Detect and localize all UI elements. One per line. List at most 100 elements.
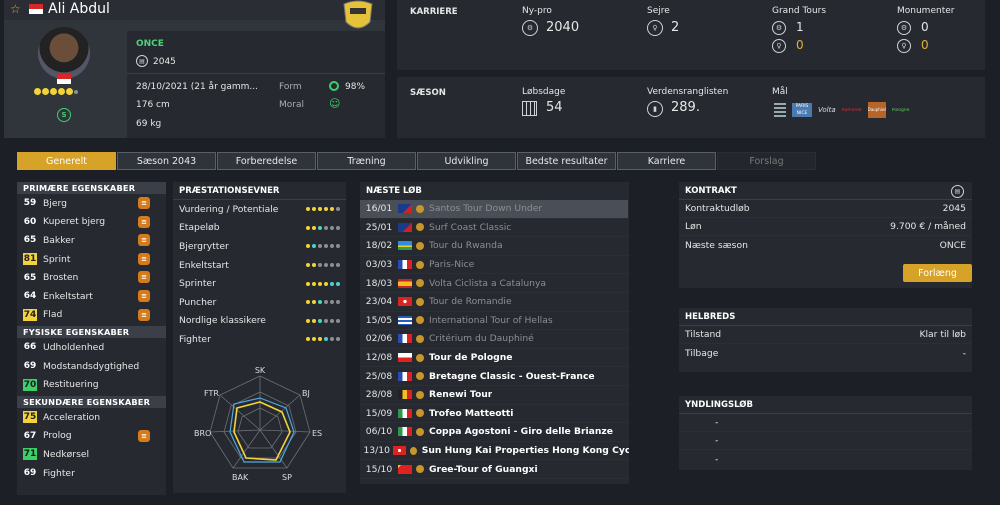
contract-icon: ▤ bbox=[136, 55, 148, 67]
race-name[interactable]: Paris-Nice bbox=[429, 259, 475, 271]
race-name[interactable]: Sun Hung Kai Properties Hong Kong Cyclot… bbox=[421, 445, 629, 457]
attr-row: 67 Prolog ≡ bbox=[17, 427, 166, 446]
primary-attributes-header: PRIMÆRE EGENSKABER bbox=[17, 182, 166, 194]
race-row[interactable]: 23/04 Tour de Romandie bbox=[360, 293, 629, 312]
goal-logo-romandie[interactable]: Romandie bbox=[841, 107, 862, 113]
race-category-icon bbox=[416, 204, 424, 213]
race-row[interactable]: 15/10 Gree-Tour of Guangxi bbox=[360, 460, 629, 479]
race-name[interactable]: Tour de Romandie bbox=[429, 296, 512, 308]
contract-header: KONTRAKT bbox=[679, 182, 972, 200]
calendar-icon bbox=[522, 101, 537, 116]
race-date: 12/08 bbox=[365, 352, 393, 364]
goal-logo-dauphine[interactable]: Dauphiné bbox=[867, 102, 886, 118]
race-row[interactable]: 12/08 Tour de Pologne bbox=[360, 349, 629, 368]
tab-bedste-resultater[interactable]: Bedste resultater bbox=[517, 152, 616, 170]
race-category-icon bbox=[416, 372, 424, 381]
race-row[interactable]: 18/02 Tour du Rwanda bbox=[360, 237, 629, 256]
race-category-icon bbox=[416, 297, 424, 306]
divider bbox=[127, 73, 385, 74]
extend-contract-button[interactable]: Forlæng bbox=[903, 264, 972, 282]
monument-icon: ⚙ bbox=[897, 21, 911, 35]
trophy-icon: ♀ bbox=[647, 20, 663, 36]
country-flag-icon bbox=[398, 241, 412, 251]
wins-value: 2 bbox=[671, 20, 680, 35]
race-category-icon bbox=[416, 409, 424, 418]
favorite-star-icon[interactable]: ☆ bbox=[10, 2, 21, 16]
race-name[interactable]: Coppa Agostoni - Giro delle Brianze bbox=[429, 426, 613, 438]
race-name[interactable]: Tour du Rwanda bbox=[429, 240, 503, 252]
form-label: Form bbox=[279, 82, 302, 92]
race-category-icon bbox=[416, 260, 424, 269]
racedays-label: Løbsdage bbox=[522, 87, 566, 97]
race-name[interactable]: Gree-Tour of Guangxi bbox=[429, 463, 538, 475]
race-row[interactable]: 18/03 Volta Ciclista a Catalunya bbox=[360, 274, 629, 293]
tab-traening[interactable]: Træning bbox=[317, 152, 416, 170]
race-row[interactable]: 15/05 International Tour of Hellas bbox=[360, 312, 629, 331]
grandtours-value-b: 0 bbox=[796, 38, 804, 52]
race-date: 15/09 bbox=[365, 407, 393, 419]
tab-saeson[interactable]: Sæson 2043 bbox=[117, 152, 216, 170]
perf-row: Nordlige klassikere bbox=[173, 312, 346, 331]
moral-smiley-icon: ☺ bbox=[329, 97, 341, 110]
health-panel: HELBREDS Tilstand Klar til løb Tilbage - bbox=[679, 308, 972, 372]
race-date: 28/08 bbox=[365, 389, 393, 401]
contract-row-next-season: Næste sæson ONCE bbox=[685, 239, 966, 251]
goals-label: Mål bbox=[772, 87, 788, 97]
radar-label-bj: BJ bbox=[302, 389, 310, 398]
radar-label-ftr: FTR bbox=[204, 389, 219, 398]
newpro-value: 2040 bbox=[546, 20, 580, 35]
rider-name-bar bbox=[4, 0, 385, 20]
racedays-value: 54 bbox=[546, 100, 563, 115]
race-name[interactable]: Critérium du Dauphiné bbox=[429, 333, 534, 345]
rating-dots bbox=[306, 318, 340, 323]
physical-attributes-header: FYSISKE EGENSKABER bbox=[17, 326, 166, 339]
race-name[interactable]: Bretagne Classic - Ouest-France bbox=[429, 370, 595, 382]
tab-generelt[interactable]: Generelt bbox=[17, 152, 116, 170]
attributes-column: PRIMÆRE EGENSKABER 59 Bjerg ≡ 60 Kuperet bj… bbox=[17, 182, 166, 495]
races-header: NÆSTE LØB bbox=[366, 186, 422, 196]
country-flag-icon bbox=[398, 390, 412, 400]
team-name[interactable]: ONCE bbox=[136, 39, 164, 49]
tab-forberedelse[interactable]: Forberedelse bbox=[217, 152, 316, 170]
goal-logo-paris-nice[interactable]: PARIS NICE bbox=[792, 103, 812, 117]
race-name[interactable]: International Tour of Hellas bbox=[429, 314, 553, 326]
tab-forslag: Forslag bbox=[717, 152, 816, 170]
goals-logos: PARIS NICE Volta Romandie Dauphiné Polog… bbox=[774, 102, 914, 118]
race-name[interactable]: Trofeo Matteotti bbox=[429, 407, 514, 419]
race-row[interactable]: 02/06 Critérium du Dauphiné bbox=[360, 330, 629, 349]
rating-dots bbox=[306, 244, 340, 249]
country-flag-icon bbox=[398, 408, 412, 418]
race-row[interactable]: 03/03 Paris-Nice bbox=[360, 256, 629, 275]
country-flag-icon bbox=[398, 222, 412, 232]
race-row[interactable]: 15/09 Trofeo Matteotti bbox=[360, 405, 629, 424]
rating-dots bbox=[306, 337, 340, 342]
birth-date: 28/10/2021 (21 år gamm... bbox=[136, 82, 258, 92]
race-row[interactable]: 16/01 Santos Tour Down Under bbox=[360, 200, 628, 219]
rider-name: Ali Abdul bbox=[48, 1, 110, 17]
attr-row: 65 Bakker ≡ bbox=[17, 231, 166, 250]
goal-logo-volta[interactable]: Volta bbox=[818, 106, 836, 114]
race-row[interactable]: 06/10 Coppa Agostoni - Giro delle Brianze bbox=[360, 423, 629, 442]
goal-building-icon[interactable] bbox=[774, 103, 786, 117]
tab-karriere[interactable]: Karriere bbox=[617, 152, 716, 170]
race-row[interactable]: 13/10 Sun Hung Kai Properties Hong Kong C… bbox=[360, 442, 629, 461]
race-category-icon bbox=[416, 390, 424, 399]
tab-udvikling[interactable]: Udvikling bbox=[417, 152, 516, 170]
race-row[interactable]: 25/01 Surf Coast Classic bbox=[360, 219, 629, 238]
radar-chart: SK BJ ES SP BAK BRO FTR bbox=[194, 366, 322, 482]
attr-row: 81 Sprint ≡ bbox=[17, 250, 166, 269]
health-header: HELBREDS bbox=[679, 308, 972, 326]
race-name[interactable]: Tour de Pologne bbox=[429, 352, 513, 364]
goal-logo-pologne[interactable]: Pologne bbox=[891, 107, 910, 113]
rating-dots bbox=[306, 225, 340, 230]
race-name[interactable]: Surf Coast Classic bbox=[429, 221, 512, 233]
performance-header: PRÆSTATIONSEVNER bbox=[173, 182, 346, 200]
race-row[interactable]: 28/08 Renewi Tour bbox=[360, 386, 629, 405]
race-name[interactable]: Volta Ciclista a Catalunya bbox=[429, 277, 547, 289]
race-category-icon bbox=[416, 241, 424, 250]
radar-label-bro: BRO bbox=[194, 429, 211, 438]
race-name[interactable]: Santos Tour Down Under bbox=[429, 203, 543, 215]
contract-doc-icon[interactable]: ▤ bbox=[951, 185, 964, 198]
race-row[interactable]: 25/08 Bretagne Classic - Ouest-France bbox=[360, 367, 629, 386]
race-name[interactable]: Renewi Tour bbox=[429, 389, 493, 401]
